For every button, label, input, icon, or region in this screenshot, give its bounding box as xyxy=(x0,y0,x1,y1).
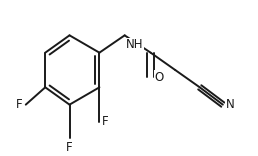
Text: F: F xyxy=(102,115,109,129)
Text: F: F xyxy=(66,141,73,154)
Text: N: N xyxy=(226,98,235,111)
Text: O: O xyxy=(154,71,164,84)
Text: NH: NH xyxy=(126,38,144,51)
Text: F: F xyxy=(16,98,23,111)
